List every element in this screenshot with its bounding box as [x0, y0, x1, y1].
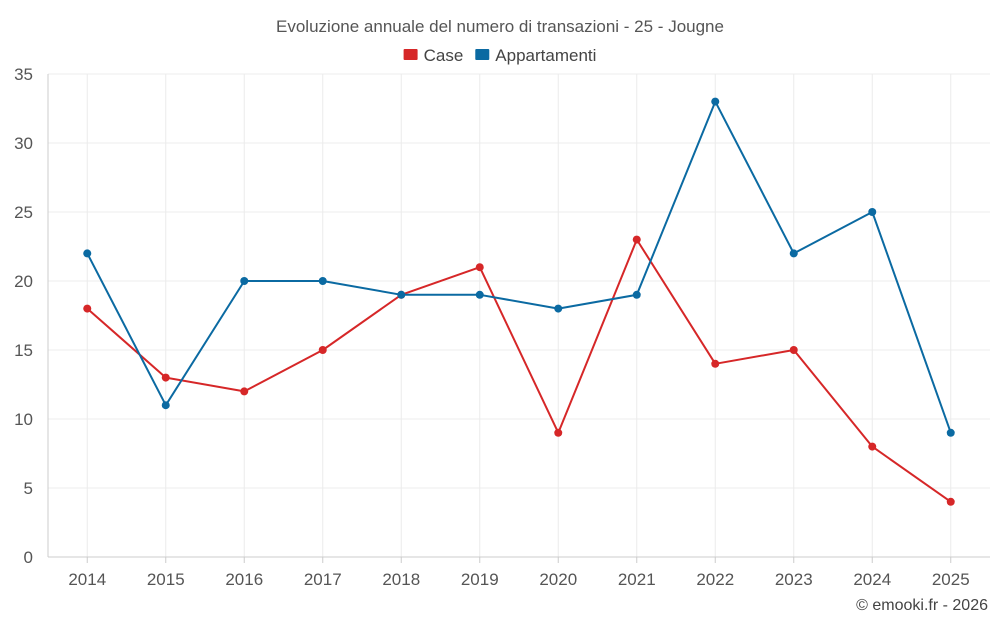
- data-point: [83, 249, 92, 258]
- data-point: [946, 428, 955, 437]
- x-axis: 2014 2015 2016 2017 2018 2019 2020 2021 2022 2023…: [68, 557, 970, 589]
- data-point: [789, 346, 798, 354]
- data-point: [632, 235, 641, 244]
- data-point: [711, 97, 720, 106]
- x-tick-label: 2025: [932, 570, 970, 589]
- data-point: [318, 346, 327, 354]
- x-tick-label: 2014: [68, 570, 106, 589]
- data-point: [161, 373, 170, 382]
- legend-item-case[interactable]: Case: [403, 46, 464, 65]
- y-tick-label: 10: [14, 410, 33, 429]
- data-point: [240, 387, 249, 396]
- series-line-case: [86, 238, 952, 503]
- credit-text: © emooki.fr - 2026: [856, 597, 988, 614]
- x-tick-label: 2022: [696, 570, 734, 589]
- y-tick-label: 0: [24, 548, 33, 567]
- data-point: [475, 290, 484, 299]
- series-appartamenti: [83, 97, 955, 437]
- gridlines: [47, 73, 990, 558]
- data-point: [397, 290, 406, 299]
- series-line-appartamenti: [86, 100, 952, 434]
- y-tick-label: 5: [24, 479, 33, 498]
- data-point: [868, 442, 877, 451]
- x-tick-label: 2023: [775, 570, 813, 589]
- x-tick-label: 2016: [225, 570, 263, 589]
- x-tick-label: 2018: [382, 570, 420, 589]
- data-point: [711, 359, 720, 368]
- y-tick-label: 30: [14, 134, 33, 153]
- legend-swatch: [475, 49, 490, 60]
- x-tick-label: 2019: [461, 570, 499, 589]
- x-tick-label: 2020: [539, 570, 577, 589]
- y-tick-label: 20: [14, 272, 33, 291]
- y-tick-label: 15: [14, 341, 33, 360]
- legend-label: Case: [424, 46, 464, 65]
- data-point: [868, 208, 877, 216]
- legend-label: Appartamenti: [495, 46, 596, 65]
- chart-title: Evoluzione annuale del numero di transaz…: [276, 17, 724, 36]
- y-axis: 0 5 10 15 20 25 30 35: [14, 65, 33, 567]
- series-group: [83, 97, 955, 506]
- data-point: [789, 249, 798, 258]
- x-tick-label: 2017: [304, 570, 342, 589]
- data-point: [475, 263, 484, 272]
- data-point: [946, 497, 955, 506]
- legend: Case Appartamenti: [403, 46, 596, 65]
- data-point: [83, 304, 92, 313]
- data-point: [554, 304, 563, 313]
- x-tick-label: 2024: [853, 570, 891, 589]
- data-point: [318, 277, 327, 285]
- x-tick-label: 2015: [147, 570, 185, 589]
- legend-item-appartamenti[interactable]: Appartamenti: [475, 46, 596, 65]
- data-point: [632, 290, 641, 299]
- y-tick-label: 25: [14, 203, 33, 222]
- data-point: [240, 277, 249, 285]
- legend-swatch: [403, 49, 418, 60]
- data-point: [554, 428, 563, 437]
- series-case: [83, 235, 955, 506]
- data-point: [161, 401, 170, 410]
- x-tick-label: 2021: [618, 570, 656, 589]
- y-tick-label: 35: [14, 65, 33, 84]
